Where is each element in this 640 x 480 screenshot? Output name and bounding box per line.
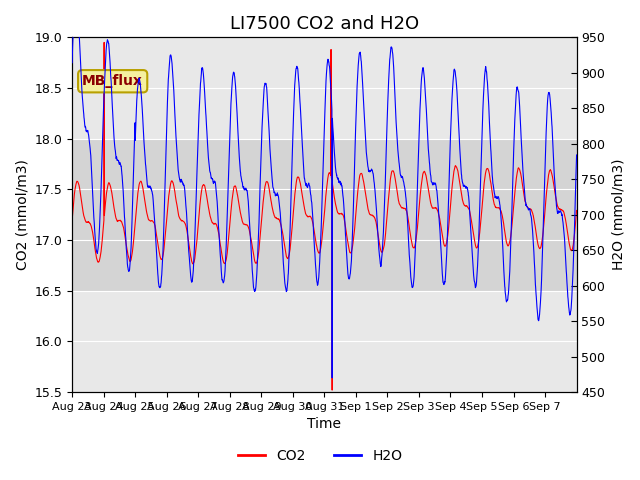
X-axis label: Time: Time — [307, 418, 341, 432]
Bar — [72, 139, 577, 291]
Y-axis label: H2O (mmol/m3): H2O (mmol/m3) — [611, 159, 625, 270]
Text: MB_flux: MB_flux — [83, 74, 143, 88]
Title: LI7500 CO2 and H2O: LI7500 CO2 and H2O — [230, 15, 419, 33]
Y-axis label: CO2 (mmol/m3): CO2 (mmol/m3) — [15, 159, 29, 270]
Legend: CO2, H2O: CO2, H2O — [232, 443, 408, 468]
